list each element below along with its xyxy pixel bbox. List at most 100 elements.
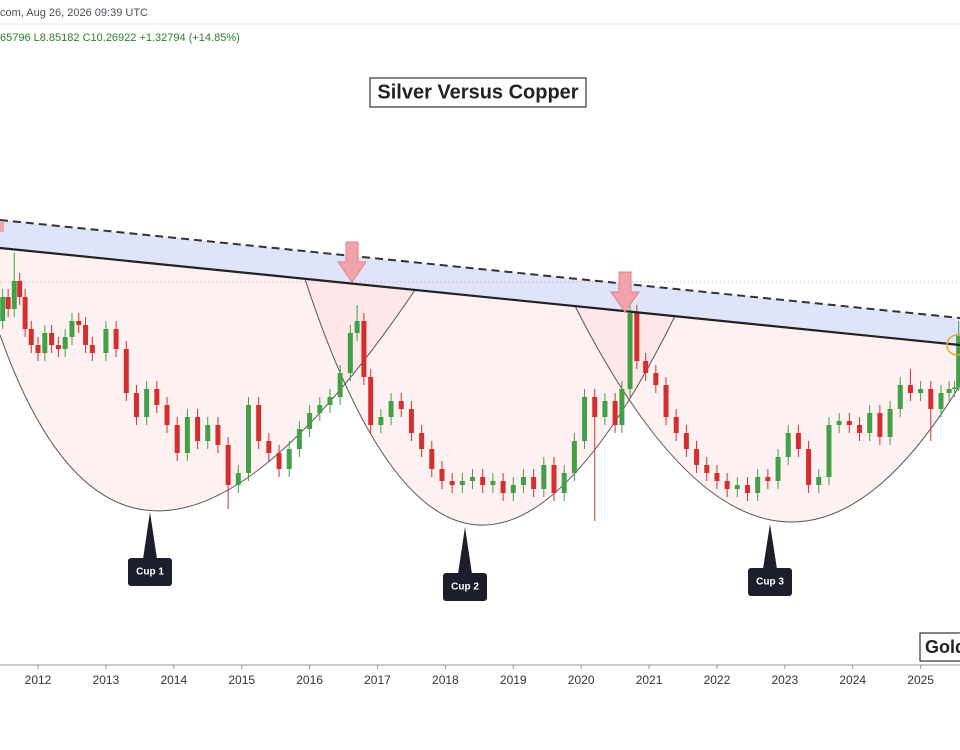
candle-body	[368, 377, 374, 425]
title-box	[369, 77, 587, 108]
candle-body	[11, 281, 17, 309]
down-arrow	[610, 271, 640, 313]
x-tick-label: 2023	[771, 673, 798, 687]
candle-body	[571, 441, 577, 473]
candle-body	[307, 413, 313, 429]
candle-body	[470, 477, 476, 481]
candle-body	[946, 389, 952, 393]
candle-body	[956, 334, 960, 388]
dashed-trendline	[0, 219, 960, 319]
candle-body	[55, 345, 61, 349]
candle-body	[785, 433, 791, 457]
x-tick-label: 2016	[296, 673, 323, 687]
candle-body	[133, 393, 139, 417]
candles	[0, 253, 960, 521]
highlight-circle	[946, 334, 960, 356]
candle-body	[897, 385, 903, 409]
cup-curve	[0, 289, 416, 512]
candle-body	[42, 333, 48, 353]
chart-title: Silver Versus Copper	[377, 81, 578, 103]
candle-body	[663, 385, 669, 417]
header: com, Aug 26, 2026 09:39 UTC	[0, 7, 148, 19]
candle-body	[22, 297, 28, 329]
candle-body	[634, 313, 640, 361]
candle-body	[806, 449, 812, 485]
candle-body	[619, 389, 625, 425]
candle-body	[714, 473, 720, 481]
candle-body	[459, 481, 465, 485]
candle-body	[378, 417, 384, 425]
candle-body	[429, 449, 435, 469]
candle-body	[673, 417, 679, 433]
candle-body	[510, 485, 516, 493]
candle-body	[361, 321, 367, 377]
x-tick-label: 2022	[704, 673, 731, 687]
candle-body	[938, 393, 944, 409]
candle-body	[354, 321, 360, 333]
cup-fill	[0, 248, 415, 511]
x-tick-label: 2015	[228, 673, 255, 687]
candle-body	[266, 441, 272, 453]
candle-body	[69, 321, 75, 337]
candle-body	[541, 465, 547, 489]
candle-body	[245, 405, 251, 473]
candle-body	[449, 481, 455, 485]
candle-body	[419, 433, 425, 449]
callout-label: Cup 2	[451, 582, 479, 593]
x-tick-label: 2021	[636, 673, 663, 687]
candle-body	[877, 413, 883, 437]
candle-body	[195, 417, 201, 441]
callout-pointer	[763, 524, 777, 569]
candle-body	[928, 389, 934, 409]
candle-body	[744, 485, 750, 493]
candle-body	[653, 373, 659, 385]
candle-body	[123, 349, 129, 393]
candle-body	[846, 421, 852, 425]
candle-body	[388, 401, 394, 417]
candle-body	[734, 485, 740, 489]
candle-body	[17, 281, 23, 297]
watermark-box	[919, 632, 960, 662]
candle-body	[612, 401, 618, 425]
callout-pointer	[143, 512, 157, 559]
candle-body	[755, 477, 761, 493]
candle-body	[531, 477, 537, 489]
candle-body	[627, 313, 633, 389]
candle-body	[286, 449, 292, 469]
callout-box	[128, 558, 172, 586]
candle-body	[337, 373, 343, 397]
x-tick-label: 2017	[364, 673, 391, 687]
candle-body	[592, 397, 598, 417]
candle-body	[857, 425, 863, 433]
candle-body	[520, 477, 526, 485]
candle-body	[154, 389, 160, 405]
x-tick-label: 2020	[568, 673, 595, 687]
candle-body	[561, 473, 567, 493]
candle-body	[836, 421, 842, 425]
candle-body	[144, 389, 150, 417]
candle-body	[826, 425, 832, 477]
down-arrow	[337, 241, 367, 283]
candle-body	[490, 481, 496, 485]
candle-body	[174, 425, 180, 453]
candle-body	[225, 445, 231, 485]
cup-curve	[574, 305, 960, 523]
candle-body	[317, 405, 323, 413]
candle-body	[683, 433, 689, 449]
candle-body	[327, 397, 333, 405]
x-tick-label: 2019	[500, 673, 527, 687]
candle-body	[5, 297, 11, 309]
candle-body	[439, 469, 445, 481]
callout-label: Cup 3	[756, 577, 784, 588]
candle-body	[103, 329, 109, 353]
down-arrow	[0, 222, 4, 232]
candle-body	[500, 481, 506, 493]
candle-body	[398, 401, 404, 409]
candle-body	[480, 477, 486, 485]
candle-body	[184, 417, 190, 453]
candle-body	[408, 409, 414, 433]
candle-body	[205, 425, 211, 441]
watermark: Gold	[925, 637, 960, 657]
candle-body	[704, 465, 710, 473]
